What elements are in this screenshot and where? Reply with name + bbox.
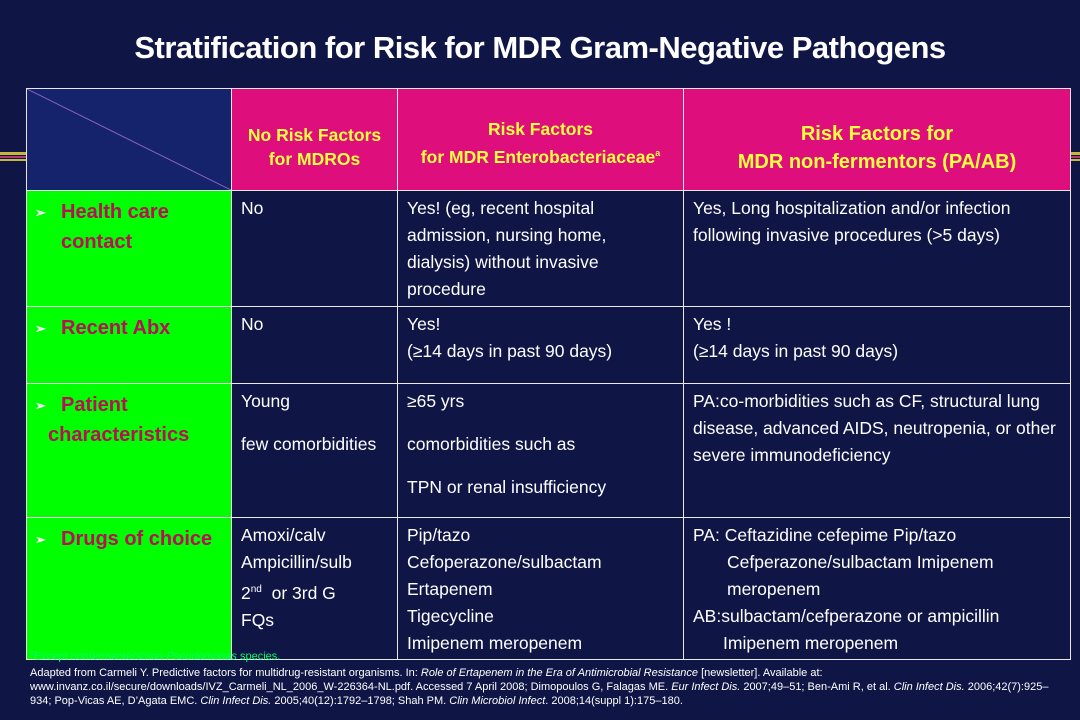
cell-drugs-c1: Amoxi/calv Ampicillin/sulb 2nd or 3rd G … bbox=[231, 517, 398, 660]
row-label-patient: ➢ Patient characteristics bbox=[26, 383, 232, 518]
arrow-bullet-icon: ➢ bbox=[35, 205, 46, 220]
column-header-no-risk: No Risk Factors for MDROs bbox=[231, 88, 398, 191]
cell-healthcare-c1: No bbox=[231, 190, 398, 307]
header-row: No Risk Factors for MDROs Risk Factors f… bbox=[26, 88, 1071, 191]
row-label-healthcare: ➢ Health care contact bbox=[26, 190, 232, 307]
cell-healthcare-c2: Yes! (eg, recent hospital admission, nur… bbox=[397, 190, 684, 307]
cell-abx-c2: Yes! (≥14 days in past 90 days) bbox=[397, 306, 684, 384]
arrow-bullet-icon: ➢ bbox=[35, 321, 46, 336]
table-row-abx: ➢ Recent Abx No Yes! (≥14 days in past 9… bbox=[26, 306, 1071, 384]
cell-healthcare-c3: Yes, Long hospitalization and/or infecti… bbox=[683, 190, 1071, 307]
arrow-bullet-icon: ➢ bbox=[35, 398, 46, 413]
table-row-healthcare: ➢ Health care contact No Yes! (eg, recen… bbox=[26, 190, 1071, 307]
column-header-non-fermentors: Risk Factors for MDR non-fermentors (PA/… bbox=[683, 88, 1071, 191]
cell-abx-c1: No bbox=[231, 306, 398, 384]
cell-abx-c3: Yes ! (≥14 days in past 90 days) bbox=[683, 306, 1071, 384]
cell-patient-c3: PA:co-morbidities such as CF, structural… bbox=[683, 383, 1071, 518]
slide-title: Stratification for Risk for MDR Gram-Neg… bbox=[134, 30, 946, 65]
risk-stratification-table: No Risk Factors for MDROs Risk Factors f… bbox=[26, 88, 1071, 660]
cell-patient-c1: Young few comorbidities bbox=[231, 383, 398, 518]
diagonal-line bbox=[27, 89, 231, 190]
cell-patient-c2: ≥65 yrs comorbidities such as TPN or ren… bbox=[397, 383, 684, 518]
cell-drugs-c3: PA: Ceftazidine cefepime Pip/tazo Cefper… bbox=[683, 517, 1071, 660]
footnote: aExcept nonfermenters/non-Pseudomonas sp… bbox=[30, 650, 281, 663]
row-label-drugs: ➢ Drugs of choice bbox=[26, 517, 232, 660]
corner-cell bbox=[26, 88, 232, 191]
row-label-abx: ➢ Recent Abx bbox=[26, 306, 232, 384]
references: Adapted from Carmeli Y. Predictive facto… bbox=[30, 667, 1049, 707]
table-row-patient: ➢ Patient characteristics Young few como… bbox=[26, 383, 1071, 518]
column-header-enterobacteriaceae: Risk Factors for MDR Enterobacteriaceaea bbox=[397, 88, 684, 191]
table-row-drugs: ➢ Drugs of choice Amoxi/calv Ampicillin/… bbox=[26, 517, 1071, 660]
cell-drugs-c2: Pip/tazo Cefoperazone/sulbactam Ertapene… bbox=[397, 517, 684, 660]
arrow-bullet-icon: ➢ bbox=[35, 532, 46, 547]
